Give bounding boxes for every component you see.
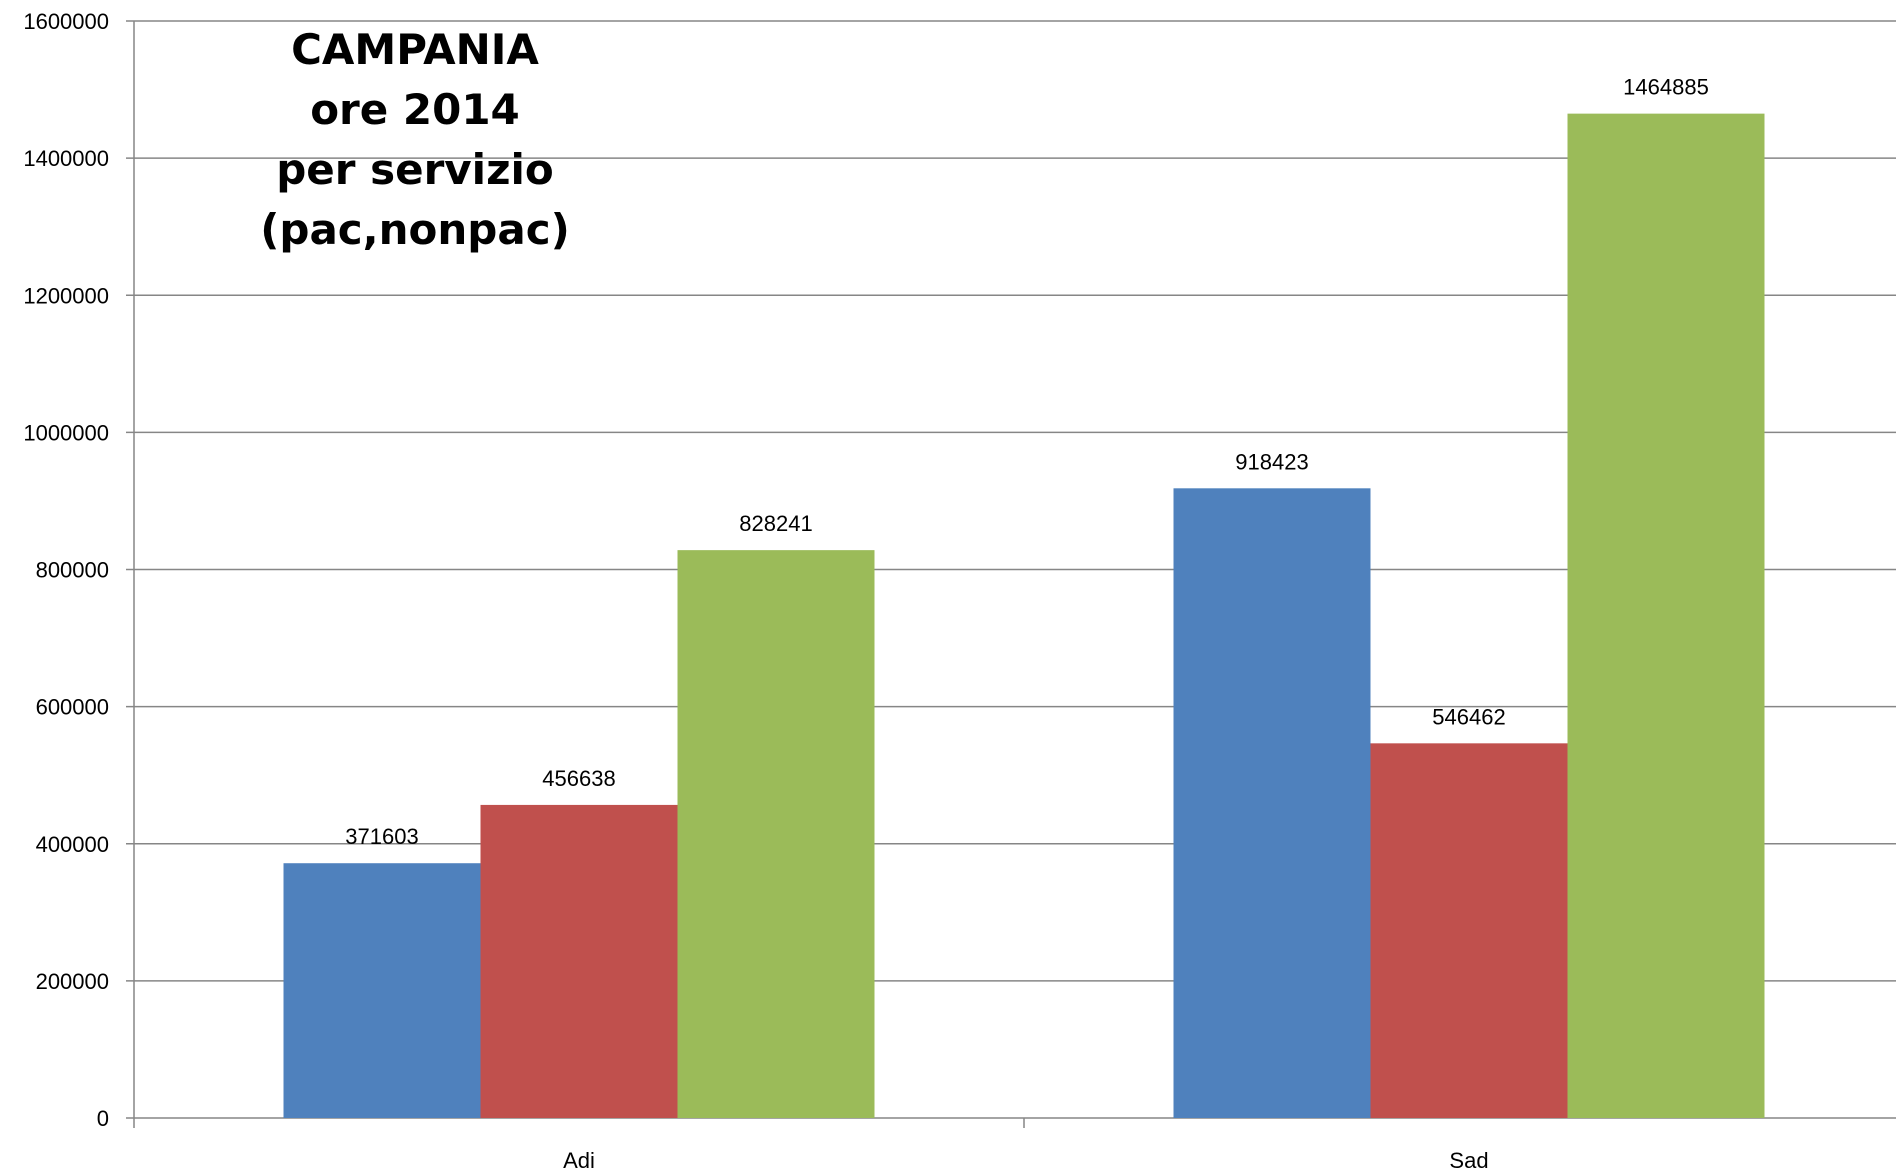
data-label: 456638 xyxy=(542,766,615,791)
y-tick-label: 0 xyxy=(97,1106,109,1131)
y-tick-label: 1000000 xyxy=(23,420,109,445)
y-tick-label: 800000 xyxy=(36,558,109,583)
x-category-label: Adi xyxy=(563,1148,595,1173)
y-tick-label: 200000 xyxy=(36,969,109,994)
chart-title-line-3: per servizio (pac,nonpac) xyxy=(260,145,570,254)
bar xyxy=(1567,113,1765,1118)
y-tick-label: 600000 xyxy=(36,695,109,720)
data-label: 828241 xyxy=(739,511,812,536)
bar xyxy=(1173,488,1371,1118)
y-tick-label: 1200000 xyxy=(23,283,109,308)
bar xyxy=(480,804,678,1118)
data-label: 918423 xyxy=(1235,449,1308,474)
chart-title-line-2: ore 2014 xyxy=(310,85,520,134)
y-tick-label: 1400000 xyxy=(23,146,109,171)
data-label: 546462 xyxy=(1432,704,1505,729)
y-tick-label: 400000 xyxy=(36,832,109,857)
data-label: 1464885 xyxy=(1623,75,1709,100)
bar xyxy=(283,863,481,1118)
x-category-label: Sad xyxy=(1449,1148,1488,1173)
chart-title: CAMPANIA ore 2014 per servizio (pac,nonp… xyxy=(150,20,680,260)
y-tick-label: 1600000 xyxy=(23,9,109,34)
bar xyxy=(1370,743,1568,1118)
bar xyxy=(677,550,875,1118)
data-label: 371603 xyxy=(345,824,418,849)
chart-title-line-1: CAMPANIA xyxy=(291,25,539,74)
